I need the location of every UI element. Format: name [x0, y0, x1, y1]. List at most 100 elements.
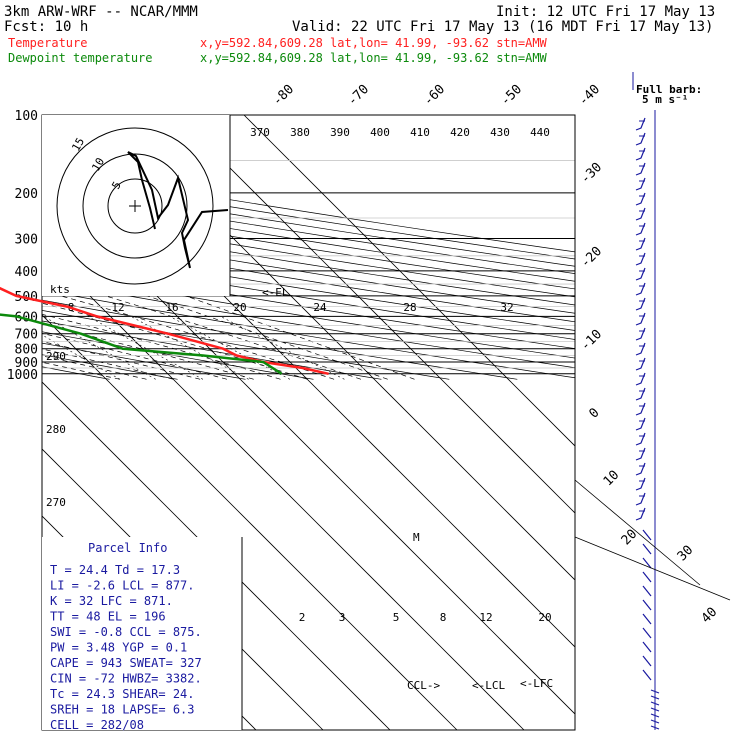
full-barb-label: Full barb: — [636, 83, 702, 96]
pressure-label: 1000 — [7, 368, 38, 383]
dry-adiabat — [42, 189, 575, 274]
theta-label: 410 — [410, 126, 430, 139]
mixing-ratio-label: 20 — [538, 611, 551, 624]
temp-axis-guide — [574, 536, 731, 601]
dry-adiabat — [42, 235, 575, 323]
parcel-info-row: CAPE = 943 SWEAT= 327 — [50, 656, 202, 670]
dry-adiabat — [42, 175, 575, 260]
hodograph-unit: kts — [50, 283, 70, 296]
wind-barb — [635, 357, 646, 371]
dry-adiabat — [42, 270, 575, 359]
hodograph-ring — [82, 153, 188, 259]
wind-barb — [635, 447, 646, 461]
wind-barb — [635, 267, 646, 281]
dry-adiabat — [42, 354, 178, 380]
dry-adiabat — [42, 168, 575, 253]
dry-adiabat — [42, 252, 575, 340]
pressure-label: 800 — [15, 343, 38, 358]
temperature-axis-label: -70 — [345, 82, 372, 109]
wind-barb — [635, 117, 646, 131]
hodograph-ring — [56, 127, 214, 285]
parcel-info-panel — [42, 537, 242, 730]
wind-barb — [642, 557, 652, 569]
wind-barb — [635, 387, 646, 401]
wind-barb — [635, 507, 646, 521]
parcel-info-title: Parcel Info — [88, 541, 167, 555]
temperature-axis-label: -40 — [576, 82, 603, 109]
dewpoint-legend: Dewpoint temperature — [8, 51, 153, 65]
temperature-location: x,y=592.84,609.28 lat,lon= 41.99, -93.62… — [200, 36, 548, 50]
parcel-info-row: SWI = -0.8 CCL = 875. — [50, 625, 202, 639]
theta-label: 430 — [490, 126, 510, 139]
dry-adiabat — [42, 280, 575, 369]
init-time: Init: 12 UTC Fri 17 May 13 — [496, 4, 715, 20]
dry-adiabat — [42, 331, 314, 380]
wind-barb — [650, 707, 660, 712]
wind-barb — [642, 641, 652, 653]
temperature-axis-label: 40 — [699, 605, 721, 627]
wind-barb — [642, 627, 652, 639]
wind-barb — [650, 695, 660, 700]
temperature-axis-label: -30 — [578, 160, 605, 187]
model-title: 3km ARW-WRF -- NCAR/MMM — [4, 4, 198, 20]
wind-barb — [642, 655, 652, 667]
forecast-hour: Fcst: 10 h — [4, 19, 88, 35]
wind-barb — [642, 613, 652, 625]
parcel-info-row: CIN = -72 HWBZ= 3382. — [50, 672, 202, 686]
mixing-ratio-label: 8 — [440, 611, 447, 624]
mixing-ratio-label: 5 — [393, 611, 400, 624]
theta-e-label: 270 — [46, 496, 66, 509]
mixing-ratio-label: 12 — [479, 611, 492, 624]
mixing-ratio-line — [42, 334, 121, 380]
wind-barb — [642, 599, 652, 611]
dry-adiabat — [42, 310, 450, 380]
wind-barb — [635, 237, 646, 251]
wind-barb — [635, 297, 646, 311]
wind-barb — [642, 571, 652, 583]
wind-barb — [635, 252, 646, 266]
theta-label: 440 — [530, 126, 550, 139]
hodograph-ring — [107, 178, 163, 234]
pressure-label: 100 — [15, 109, 38, 124]
pressure-label: 900 — [15, 356, 38, 371]
wind-barb — [635, 132, 646, 146]
wind-barb — [635, 282, 646, 296]
wind-barb — [635, 147, 646, 161]
wind-barb — [635, 327, 646, 341]
hodograph-speed-label: 24 — [313, 301, 327, 314]
wind-barb — [650, 689, 660, 694]
wind-barb — [635, 177, 646, 191]
dry-adiabat — [42, 320, 382, 380]
dry-adiabat — [42, 244, 575, 331]
temperature-axis-label: -60 — [421, 82, 448, 109]
theta-e-label: 280 — [46, 423, 66, 436]
mixing-ratio-line — [169, 316, 291, 380]
wind-barb — [635, 222, 646, 236]
pressure-label: 300 — [15, 232, 38, 247]
parcel-info-row: Tc = 24.3 SHEAR= 24. — [50, 687, 195, 701]
hodograph-speed-label: 20 — [233, 301, 246, 314]
theta-label: 370 — [250, 126, 270, 139]
wind-barb — [635, 417, 646, 431]
isotherm-line — [243, 115, 575, 447]
wind-barb — [635, 402, 646, 416]
wind-barb — [650, 713, 660, 718]
temperature-profile — [0, 286, 329, 376]
valid-time: Valid: 22 UTC Fri 17 May 13 (16 MDT Fri … — [292, 19, 713, 35]
theta-e-label: 290 — [46, 350, 66, 363]
wind-barb — [635, 162, 646, 176]
wind-barb — [642, 585, 652, 597]
temperature-axis-label: 0 — [586, 405, 602, 421]
hodograph-speed-label: 12 — [111, 301, 124, 314]
wind-barb — [650, 725, 660, 730]
wind-barb — [650, 719, 660, 724]
parcel-info-row: CELL = 282/08 — [50, 718, 144, 732]
plot-frame — [41, 114, 576, 731]
mixing-ratio-label: 2 — [299, 611, 306, 624]
wind-barb — [642, 543, 652, 555]
wind-barb — [642, 669, 652, 681]
temp-axis-guide — [574, 479, 701, 586]
dry-adiabat — [42, 289, 575, 379]
temperature-axis-label: 20 — [619, 527, 641, 549]
theta-label: 400 — [370, 126, 390, 139]
